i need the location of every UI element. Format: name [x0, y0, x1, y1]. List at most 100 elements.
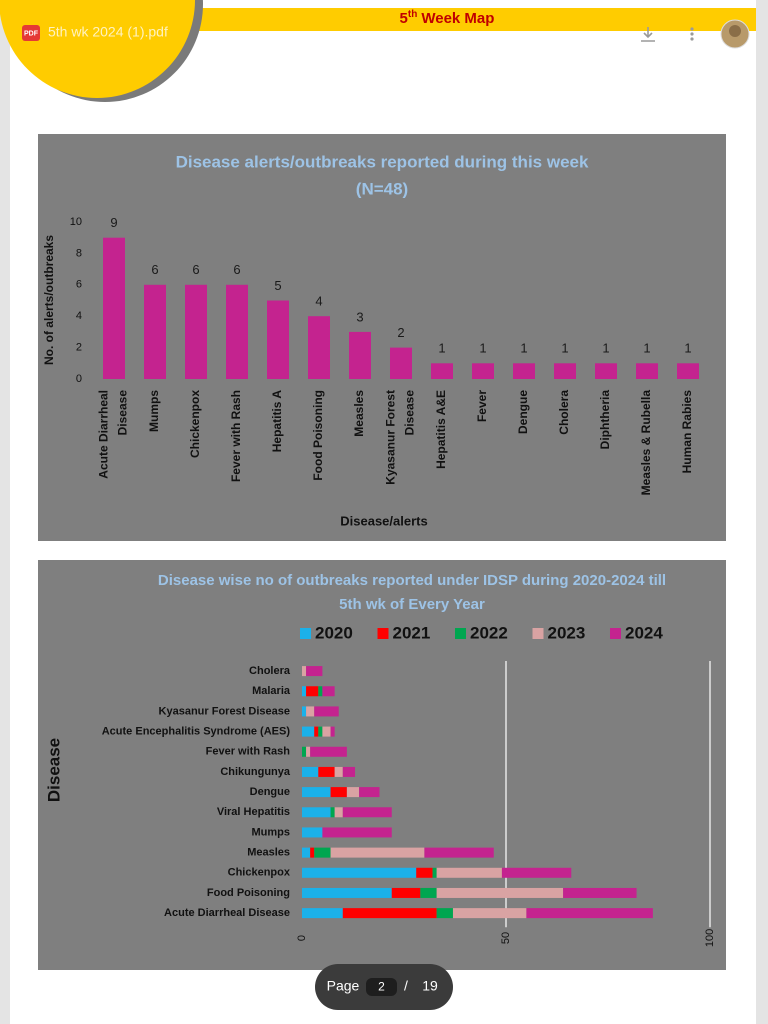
dot	[690, 37, 694, 41]
bar	[636, 363, 658, 379]
bar-segment	[330, 847, 425, 858]
data-label: 5	[274, 278, 281, 293]
x-tick-label: Hepatitis A	[270, 390, 284, 453]
legend-label: 2024	[625, 623, 663, 642]
bar-segment	[306, 686, 319, 697]
bar	[267, 300, 289, 379]
header-circle	[0, 0, 195, 98]
chart-subtitle: (N=48)	[356, 179, 408, 198]
bar-segment	[302, 827, 323, 838]
y-tick-label: 4	[76, 310, 82, 322]
bar	[390, 347, 412, 379]
download-button[interactable]	[641, 27, 655, 42]
file-name[interactable]: 5th wk 2024 (1).pdf	[48, 24, 168, 40]
x-tick-label: Fever with Rash	[229, 390, 243, 482]
y-tick-label: Fever with Rash	[206, 746, 291, 758]
data-label: 6	[151, 262, 158, 277]
y-axis-label: Disease	[44, 738, 63, 802]
y-tick-label: Food Poisoning	[207, 887, 290, 899]
x-tick-label: Hepatitis A&E	[434, 390, 448, 469]
x-tick-label: Cholera	[557, 390, 571, 435]
bar-segment	[314, 847, 331, 858]
bar-segment	[334, 807, 343, 818]
bar-segment	[330, 787, 347, 798]
page-total: 19	[422, 978, 438, 994]
y-tick-label: 0	[76, 373, 82, 385]
bar	[677, 363, 699, 379]
bar-segment	[318, 766, 335, 777]
y-tick-label: Cholera	[249, 665, 291, 677]
x-tick-label: Mumps	[147, 390, 161, 432]
label-line: Disease	[403, 390, 417, 436]
chart-title: Disease wise no of outbreaks reported un…	[158, 572, 666, 589]
bar-segment	[342, 766, 356, 777]
x-tick-label: Measles	[352, 390, 366, 437]
legend-label: 2021	[393, 623, 431, 642]
bar-segment	[306, 706, 315, 717]
bar	[185, 284, 207, 379]
y-tick-label: Chikungunya	[220, 766, 291, 778]
label-line: Kyasanur Forest	[384, 390, 398, 485]
bar-segment	[302, 686, 307, 697]
x-tick-label: Human Rabies	[680, 390, 694, 474]
bar-segment	[302, 787, 331, 798]
x-tick-label: 50	[500, 932, 512, 944]
y-tick-label: Dengue	[250, 786, 290, 798]
bar	[595, 363, 617, 379]
bar	[472, 363, 494, 379]
header-number: 5	[400, 10, 408, 27]
bar-segment	[306, 746, 311, 757]
y-tick-label: 8	[76, 247, 82, 259]
data-label: 1	[643, 341, 650, 356]
bar-segment	[322, 726, 331, 737]
header-text: Week Map	[421, 10, 494, 27]
bar-segment	[310, 847, 315, 858]
more-button[interactable]	[690, 27, 694, 41]
header-suffix: th	[408, 9, 417, 20]
label-line: Acute Diarrheal	[97, 390, 111, 479]
bar-segment	[302, 908, 343, 919]
bar	[554, 363, 576, 379]
bar-segment	[501, 867, 572, 878]
bar-segment	[346, 787, 360, 798]
bar-segment	[563, 887, 637, 898]
dot	[690, 32, 694, 36]
data-label: 1	[684, 341, 691, 356]
bar	[349, 331, 371, 379]
data-label: 1	[602, 341, 609, 356]
x-tick-label: Fever	[475, 390, 489, 422]
bar-segment	[436, 867, 502, 878]
bar-segment	[302, 766, 319, 777]
page-separator: /	[404, 978, 408, 994]
bar-segment	[452, 908, 527, 919]
data-label: 1	[561, 341, 568, 356]
y-tick-label: Mumps	[252, 826, 291, 838]
bar-segment	[436, 887, 564, 898]
chart-subtitle: 5th wk of Every Year	[339, 596, 485, 613]
legend-label: 2020	[315, 623, 353, 642]
y-tick-label: Malaria	[252, 685, 291, 697]
x-tick-label: Measles & Rubella	[639, 390, 653, 496]
bar-segment	[302, 807, 331, 818]
data-label: 2	[397, 325, 404, 340]
legend-swatch	[610, 628, 621, 639]
bar-segment	[359, 787, 380, 798]
label-line: Disease	[116, 390, 130, 436]
data-label: 1	[520, 341, 527, 356]
bar	[103, 237, 125, 379]
header-title: 5th Week Map	[400, 9, 495, 27]
bar-segment	[330, 726, 335, 737]
bar-segment	[342, 807, 392, 818]
page-input[interactable]	[366, 978, 397, 996]
legend-label: 2022	[470, 623, 508, 642]
x-tick-label: Dengue	[516, 390, 530, 434]
x-axis-label: Disease/alerts	[340, 513, 427, 528]
x-tick-label: Acute Diarrheal Disease	[97, 390, 130, 479]
bar-segment	[432, 867, 437, 878]
bar	[308, 316, 330, 379]
data-label: 3	[356, 309, 363, 324]
avatar-detail	[729, 25, 741, 37]
page-label: Page	[327, 978, 360, 994]
